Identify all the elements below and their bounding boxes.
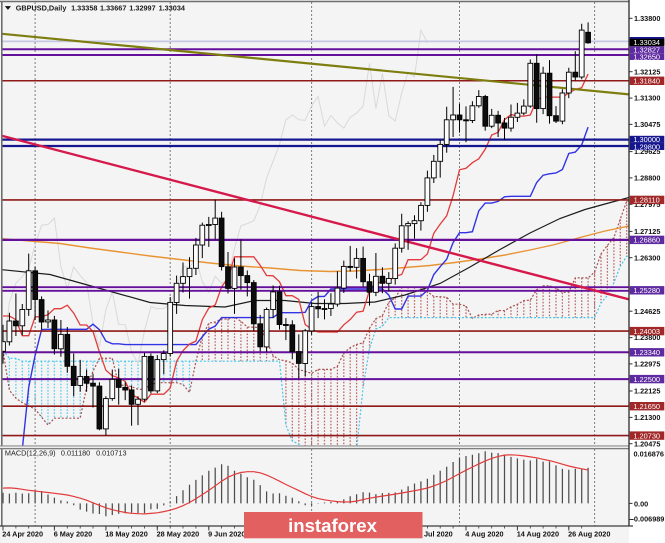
svg-text:9 Jun 2020: 9 Jun 2020 <box>208 530 245 539</box>
svg-text:1.20730: 1.20730 <box>633 431 660 440</box>
svg-text:4 Aug 2020: 4 Aug 2020 <box>465 530 503 539</box>
svg-text:1.22125: 1.22125 <box>634 387 660 396</box>
svg-text:14 Aug 2020: 14 Aug 2020 <box>517 530 559 539</box>
svg-text:1.32125: 1.32125 <box>634 67 660 76</box>
svg-text:1.21300: 1.21300 <box>634 413 660 422</box>
svg-text:MACD(12,26,9): MACD(12,26,9) <box>5 448 56 457</box>
svg-text:1.22500: 1.22500 <box>633 375 660 384</box>
svg-text:1.23800: 1.23800 <box>634 333 660 342</box>
svg-text:0.011180: 0.011180 <box>61 448 90 457</box>
svg-text:1.33034: 1.33034 <box>633 38 660 47</box>
svg-text:28 May 2020: 28 May 2020 <box>157 530 200 539</box>
svg-text:1.30000: 1.30000 <box>633 135 660 144</box>
svg-text:26 Aug 2020: 26 Aug 2020 <box>568 530 610 539</box>
svg-text:-0.006989: -0.006989 <box>632 514 665 523</box>
svg-text:1.31840: 1.31840 <box>633 77 660 86</box>
svg-text:1.32650: 1.32650 <box>633 52 660 61</box>
svg-text:1.24003: 1.24003 <box>633 327 660 336</box>
svg-text:24 Apr 2020: 24 Apr 2020 <box>2 530 43 539</box>
svg-text:1.27125: 1.27125 <box>634 227 660 236</box>
svg-text:1.33667: 1.33667 <box>100 3 126 12</box>
svg-text:1.33358: 1.33358 <box>71 3 97 12</box>
svg-text:1.28800: 1.28800 <box>634 174 660 183</box>
svg-text:1.24625: 1.24625 <box>634 307 660 316</box>
svg-text:1.27975: 1.27975 <box>634 200 660 209</box>
svg-text:0.010713: 0.010713 <box>96 448 126 457</box>
svg-text:18 May 2020: 18 May 2020 <box>105 530 148 539</box>
svg-text:1.30475: 1.30475 <box>634 120 660 129</box>
svg-text:1.26300: 1.26300 <box>634 253 660 262</box>
svg-text:GBPUSD,Daily: GBPUSD,Daily <box>16 3 68 12</box>
svg-text:1.33800: 1.33800 <box>634 14 660 23</box>
svg-text:1.26860: 1.26860 <box>633 236 660 245</box>
svg-text:6 May 2020: 6 May 2020 <box>54 530 93 539</box>
svg-text:1.32997: 1.32997 <box>129 3 155 12</box>
svg-text:instaforex: instaforex <box>288 515 378 536</box>
svg-text:1.32827: 1.32827 <box>633 45 660 54</box>
svg-text:1.29800: 1.29800 <box>633 142 660 151</box>
svg-text:1.21650: 1.21650 <box>633 402 660 411</box>
svg-text:1.28110: 1.28110 <box>634 196 660 205</box>
svg-text:0.00: 0.00 <box>634 500 648 509</box>
svg-text:1.31300: 1.31300 <box>634 94 660 103</box>
svg-text:1.25280: 1.25280 <box>633 286 660 295</box>
svg-text:1.29625: 1.29625 <box>634 147 660 156</box>
svg-text:1.23340: 1.23340 <box>633 348 660 357</box>
svg-text:23 Jul 2020: 23 Jul 2020 <box>414 530 453 539</box>
svg-text:1.33034: 1.33034 <box>159 3 186 12</box>
svg-text:1.20475: 1.20475 <box>634 439 660 448</box>
svg-text:0.016876: 0.016876 <box>634 449 664 458</box>
svg-text:1.22975: 1.22975 <box>634 360 660 369</box>
